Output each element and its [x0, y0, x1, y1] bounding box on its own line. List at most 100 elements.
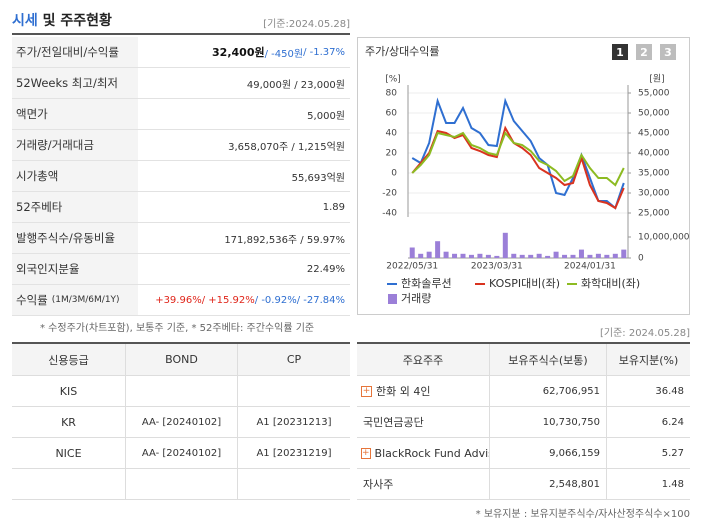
volume-bar	[604, 254, 610, 258]
label: 발행주식수/유동비율	[16, 231, 116, 245]
info-value: 22.49%	[138, 254, 350, 285]
y-tick-label: 20	[386, 149, 398, 159]
cell: 2,548,801	[489, 469, 606, 500]
cell	[125, 376, 237, 407]
header: 신용등급	[48, 353, 89, 367]
info-value: 171,892,536주 / 59.97%	[138, 223, 350, 254]
info-value: 55,693억원	[138, 161, 350, 192]
cell: 6.24	[606, 407, 690, 438]
page-button[interactable]	[636, 44, 652, 60]
series-line	[411, 131, 625, 187]
header-cell: 보유주식수(보통)	[489, 344, 606, 376]
cell	[237, 376, 350, 407]
y-tick-label: 0	[391, 169, 397, 179]
cell: 국민연금공단	[357, 407, 489, 438]
cell	[12, 469, 125, 500]
label: 주가/전일대비/수익률	[16, 45, 119, 59]
volume-bar	[418, 253, 424, 258]
page-button[interactable]	[612, 44, 628, 60]
cell: A1 [20231219]	[237, 438, 350, 469]
cell	[237, 469, 350, 500]
page-button-label: 2	[640, 46, 648, 59]
x-tick-label: 2024/01/31	[564, 262, 616, 272]
legend-label: 거래량	[401, 292, 431, 305]
value: 3,658,070주 / 1,215억원	[228, 141, 345, 153]
text: KR	[61, 415, 76, 429]
text: 10,730,750	[542, 416, 600, 428]
text: BlackRock Fund Advis…	[374, 446, 489, 460]
text: KIS	[59, 384, 78, 398]
text: NICE	[55, 446, 82, 460]
cell	[125, 469, 237, 500]
value: / -0.92%	[254, 294, 297, 306]
y-tick-label: -20	[382, 189, 397, 199]
text: 국민연금공단	[363, 416, 424, 429]
info-value: 1.89	[138, 192, 350, 223]
volume-bar	[587, 254, 593, 258]
volume-bar	[519, 254, 525, 258]
legend-label: 화학대비(좌)	[581, 277, 640, 290]
volume-bar	[435, 241, 441, 258]
volume-bar	[562, 254, 568, 258]
volume-bar	[595, 253, 601, 258]
info-value: 32,400원 / -450원 / -1.37%	[138, 37, 350, 68]
info-label: 52Weeks 최고/최저	[12, 68, 138, 99]
volume-bar	[621, 249, 627, 258]
cell: AA- [20240102]	[125, 438, 237, 469]
cell: KR	[12, 407, 125, 438]
expand-icon[interactable]: +	[361, 385, 372, 397]
value: +39.96%	[155, 294, 202, 306]
text: 자사주	[363, 478, 394, 491]
volume-bar	[536, 253, 542, 258]
x-tick-label: 2022/05/31	[386, 262, 438, 272]
cell: 1.48	[606, 469, 690, 500]
value: 171,892,536주 / 59.97%	[224, 234, 345, 246]
y2-tick-label: 55,000	[638, 89, 670, 99]
x-tick-label: 2023/03/31	[471, 262, 523, 272]
volume-bar	[426, 251, 432, 258]
date: [기준: 2024.05.28]	[599, 328, 690, 339]
label: 52Weeks 최고/최저	[16, 76, 118, 90]
cell: AA- [20240102]	[125, 407, 237, 438]
volume-bar	[545, 255, 551, 258]
y-tick-label: 40	[386, 129, 398, 139]
volume-tick-label: 10,000,000	[638, 233, 690, 243]
y2-unit: [원]	[649, 74, 664, 85]
text: 1.48	[661, 478, 684, 490]
volume-bar	[468, 254, 474, 258]
info-label: 주가/전일대비/수익률	[12, 37, 138, 68]
info-value: 3,658,070주 / 1,215억원	[138, 130, 350, 161]
y2-tick-label: 30,000	[638, 189, 670, 199]
info-value: +39.96% / +15.92% / -0.92% / -27.84%	[138, 285, 350, 316]
page-button-label: 3	[664, 46, 672, 59]
text: 5.27	[661, 447, 684, 459]
header: 보유지분(%)	[618, 353, 679, 367]
page-button[interactable]	[660, 44, 676, 60]
text: AA- [20240102]	[141, 447, 222, 459]
text: 62,706,951	[542, 385, 600, 397]
text: AA- [20240102]	[141, 416, 222, 428]
legend-swatch	[388, 294, 397, 304]
value: / +15.92%	[201, 294, 255, 306]
label: 거래량/거래대금	[16, 138, 94, 152]
cell: 10,730,750	[489, 407, 606, 438]
volume-bar	[528, 254, 534, 258]
cell: 5.27	[606, 438, 690, 469]
header: CP	[286, 353, 302, 366]
title-rest: 및 주주현황	[37, 13, 112, 29]
cell: NICE	[12, 438, 125, 469]
expand-icon[interactable]: +	[361, 447, 371, 459]
info-value: 49,000원 / 23,000원	[138, 68, 350, 99]
legend-label: KOSPI대비(좌)	[489, 277, 560, 290]
y2-tick-label: 35,000	[638, 169, 670, 179]
y2-tick-label: 40,000	[638, 149, 670, 159]
volume-tick-label: 0	[638, 254, 644, 264]
text: 6.24	[661, 416, 684, 428]
header-cell: 신용등급	[12, 344, 125, 376]
text: A1 [20231213]	[256, 416, 332, 428]
info-label: 52주베타	[12, 192, 138, 223]
info-label: 시가총액	[12, 161, 138, 192]
series-line	[411, 97, 625, 210]
text: 36.48	[655, 385, 684, 397]
label: 52주베타	[16, 200, 63, 214]
